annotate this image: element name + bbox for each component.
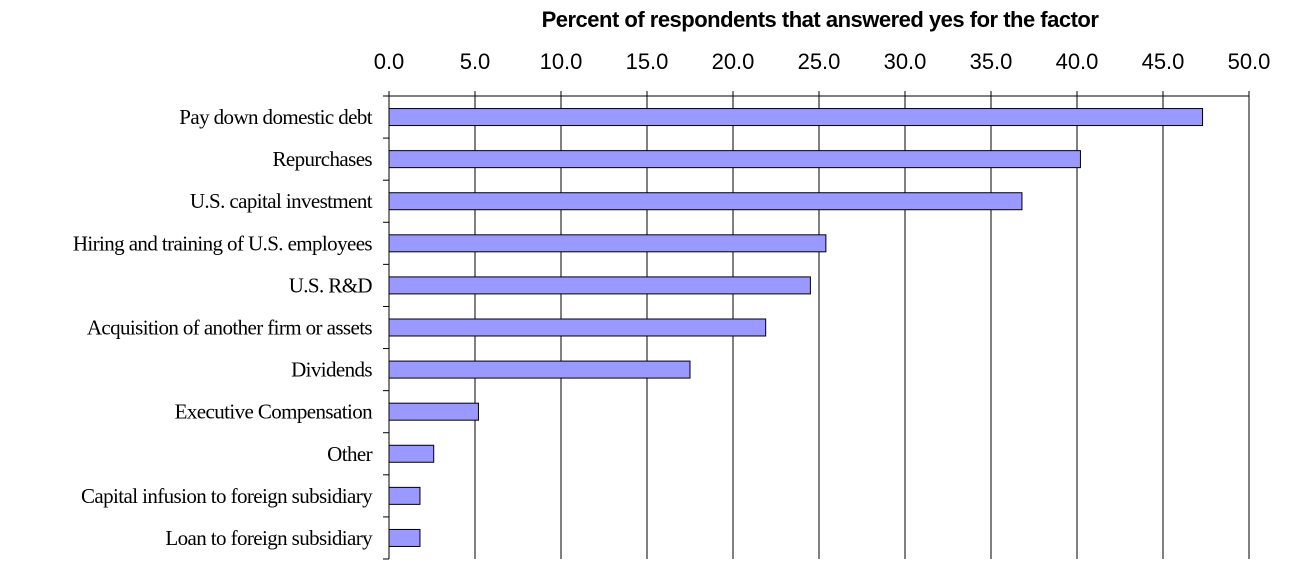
bar [388,276,811,295]
category-label: U.S. capital investment [190,189,373,213]
x-tick-label: 10.0 [540,49,583,74]
x-tick-label: 25.0 [798,49,841,74]
chart-title: Percent of respondents that answered yes… [542,7,1100,32]
gridlines [474,96,1250,559]
category-label: Repurchases [272,147,372,171]
category-label: Capital infusion to foreign subsidiary [81,484,373,508]
category-label: U.S. R&D [289,273,373,297]
category-label: Executive Compensation [175,400,373,424]
x-axis-ticks: 0.0 5.0 10.0 15.0 20.0 25.0 30.0 35.0 40.0 45.0 50… [374,49,1271,96]
x-tick-label: 45.0 [1142,49,1185,74]
bar [388,486,421,505]
x-tick-label: 0.0 [374,49,405,74]
category-label: Pay down domestic debt [179,105,372,129]
category-label: Acquisition of another firm or assets [87,316,373,340]
x-tick-label: 20.0 [712,49,755,74]
x-tick-label: 5.0 [460,49,491,74]
bar [388,360,691,379]
bar [388,402,479,421]
category-label: Hiring and training of U.S. employees [73,231,373,255]
x-tick-label: 30.0 [884,49,927,74]
bar [388,444,435,463]
bar [388,528,421,547]
bar [388,234,827,253]
bar [388,150,1081,169]
x-tick-label: 15.0 [626,49,669,74]
bar [388,108,1204,127]
category-label: Other [327,442,372,466]
x-tick-label: 40.0 [1056,49,1099,74]
x-tick-label: 50.0 [1228,49,1271,74]
bar [388,192,1023,211]
category-labels: Pay down domestic debt Repurchases U.S. ca… [73,105,374,550]
bars [388,108,1204,547]
axes [383,95,1249,560]
category-label: Dividends [291,358,372,382]
category-label: Loan to foreign subsidiary [165,526,373,550]
bar [388,318,767,337]
x-tick-label: 35.0 [970,49,1013,74]
